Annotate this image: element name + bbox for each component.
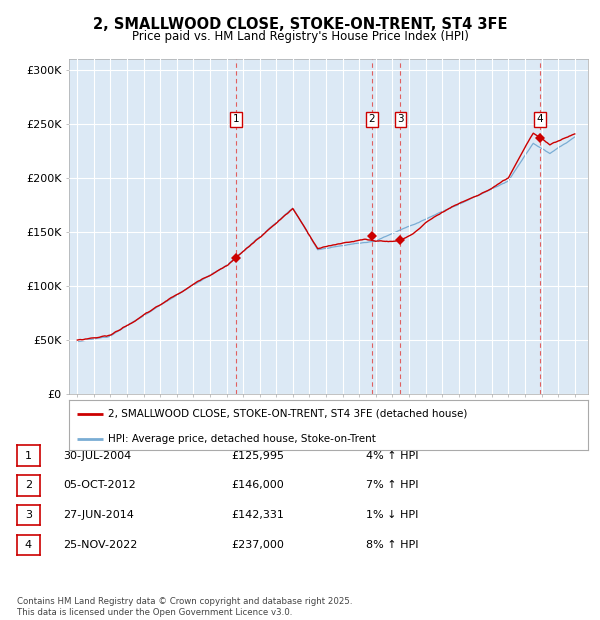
Text: HPI: Average price, detached house, Stoke-on-Trent: HPI: Average price, detached house, Stok… [108, 433, 376, 443]
Text: 1: 1 [233, 114, 239, 124]
Text: Price paid vs. HM Land Registry's House Price Index (HPI): Price paid vs. HM Land Registry's House … [131, 30, 469, 43]
Text: 7% ↑ HPI: 7% ↑ HPI [366, 480, 419, 490]
Text: 2, SMALLWOOD CLOSE, STOKE-ON-TRENT, ST4 3FE (detached house): 2, SMALLWOOD CLOSE, STOKE-ON-TRENT, ST4 … [108, 409, 467, 419]
Text: £146,000: £146,000 [231, 480, 284, 490]
Text: £125,995: £125,995 [231, 451, 284, 461]
Text: 2: 2 [368, 114, 375, 124]
Text: 30-JUL-2004: 30-JUL-2004 [63, 451, 131, 461]
Text: £142,331: £142,331 [231, 510, 284, 520]
Text: 27-JUN-2014: 27-JUN-2014 [63, 510, 134, 520]
Text: 1: 1 [25, 451, 32, 461]
Text: 25-NOV-2022: 25-NOV-2022 [63, 540, 137, 550]
Text: £237,000: £237,000 [231, 540, 284, 550]
Text: 2, SMALLWOOD CLOSE, STOKE-ON-TRENT, ST4 3FE: 2, SMALLWOOD CLOSE, STOKE-ON-TRENT, ST4 … [93, 17, 507, 32]
Text: 4% ↑ HPI: 4% ↑ HPI [366, 451, 419, 461]
Text: 3: 3 [397, 114, 404, 124]
Text: 05-OCT-2012: 05-OCT-2012 [63, 480, 136, 490]
Text: 3: 3 [25, 510, 32, 520]
Text: 8% ↑ HPI: 8% ↑ HPI [366, 540, 419, 550]
Text: 1% ↓ HPI: 1% ↓ HPI [366, 510, 418, 520]
Text: 4: 4 [536, 114, 543, 124]
Text: 4: 4 [25, 540, 32, 550]
Text: 2: 2 [25, 480, 32, 490]
Text: Contains HM Land Registry data © Crown copyright and database right 2025.
This d: Contains HM Land Registry data © Crown c… [17, 598, 352, 617]
